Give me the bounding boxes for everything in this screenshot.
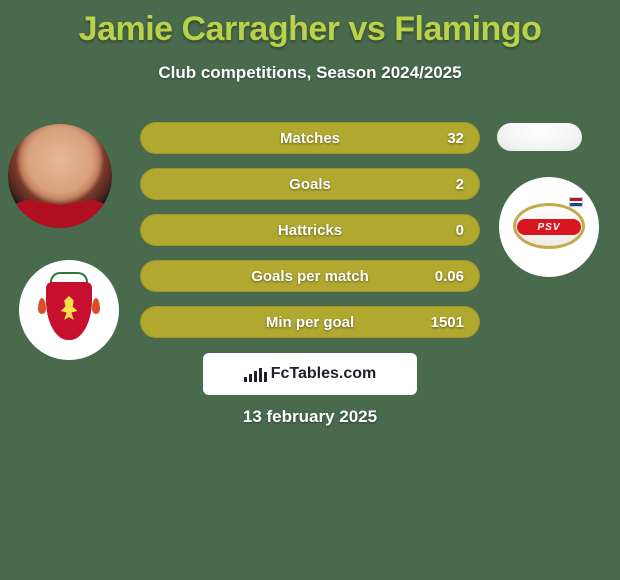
attribution-text: FcTables.com <box>271 365 377 383</box>
stat-value: 2 <box>456 176 464 193</box>
page-title: Jamie Carragher vs Flamingo <box>0 0 620 49</box>
bar-chart-icon <box>244 366 267 382</box>
player-right-photo <box>497 123 582 151</box>
stat-row: Min per goal 1501 <box>140 306 480 338</box>
stat-label: Min per goal <box>266 314 354 331</box>
liverpool-crest-icon <box>40 272 98 348</box>
blank-placeholder <box>497 123 582 151</box>
club-left-badge <box>19 260 119 360</box>
stat-label: Goals per match <box>251 268 369 285</box>
club-right-badge: PSV <box>499 177 599 277</box>
stat-row: Goals 2 <box>140 168 480 200</box>
stat-value: 0.06 <box>435 268 464 285</box>
snapshot-date: 13 february 2025 <box>0 407 620 427</box>
stat-value: 0 <box>456 222 464 239</box>
comparison-card: Jamie Carragher vs Flamingo Club competi… <box>0 0 620 580</box>
player-left-photo <box>8 124 112 228</box>
psv-text: PSV <box>537 222 560 233</box>
season-subtitle: Club competitions, Season 2024/2025 <box>0 63 620 83</box>
stat-row: Matches 32 <box>140 122 480 154</box>
psv-crest-icon: PSV <box>513 199 585 255</box>
stat-label: Matches <box>280 130 340 147</box>
stat-label: Goals <box>289 176 331 193</box>
stat-value: 32 <box>447 130 464 147</box>
stat-row: Goals per match 0.06 <box>140 260 480 292</box>
stat-label: Hattricks <box>278 222 342 239</box>
stats-list: Matches 32 Goals 2 Hattricks 0 Goals per… <box>140 122 480 352</box>
stat-value: 1501 <box>431 314 464 331</box>
face-placeholder <box>8 124 112 228</box>
stat-row: Hattricks 0 <box>140 214 480 246</box>
nl-flag-icon <box>569 197 583 207</box>
attribution-link[interactable]: FcTables.com <box>203 353 417 395</box>
